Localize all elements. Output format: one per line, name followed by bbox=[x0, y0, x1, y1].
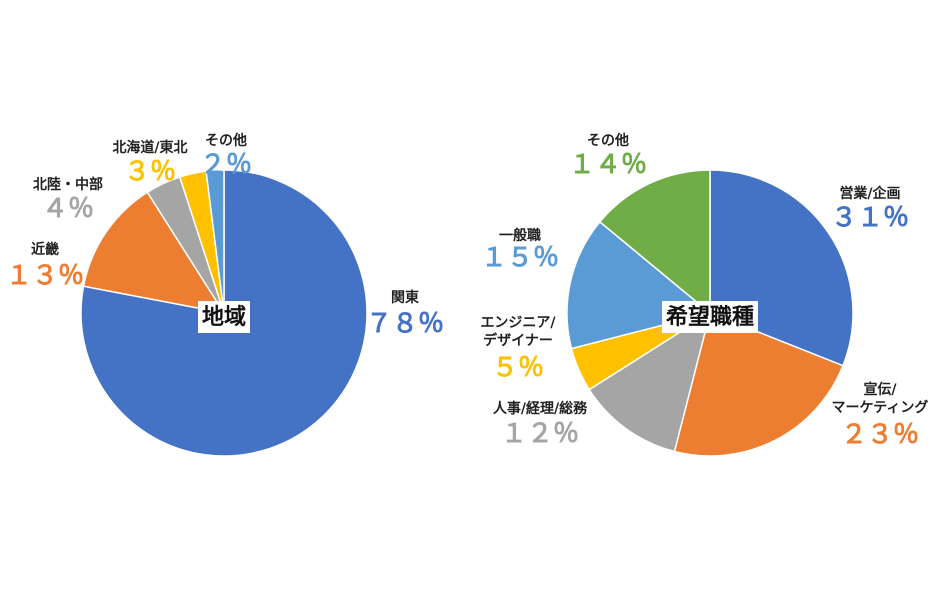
slice-label: 宣伝/マーケティング bbox=[832, 381, 929, 416]
pie-slice bbox=[80, 169, 368, 457]
slice-label: 北海道/東北 bbox=[112, 139, 187, 156]
chart-title: 希望職種 bbox=[666, 304, 754, 330]
slice-percent-label: ５％ bbox=[492, 353, 544, 383]
slice-percent-label: ３％ bbox=[124, 157, 176, 187]
pie-slice bbox=[82, 191, 226, 315]
pie-slice bbox=[205, 169, 225, 314]
slice-percent-label: ４％ bbox=[42, 194, 94, 224]
slice-label: 北陸・中部 bbox=[33, 176, 103, 193]
slice-percent-label: ２％ bbox=[200, 150, 252, 180]
slice-label: 営業/企画 bbox=[839, 185, 900, 202]
slice-label: 一般職 bbox=[499, 227, 541, 244]
slice-percent-label: １４％ bbox=[569, 150, 647, 180]
slice-percent-label: １３％ bbox=[6, 261, 84, 291]
chart-title-box bbox=[198, 301, 250, 333]
slice-label: 関東 bbox=[391, 289, 419, 306]
slice-label: 近畿 bbox=[31, 241, 59, 258]
slice-label: 人事/経理/総務 bbox=[493, 400, 588, 417]
pie-slice bbox=[598, 169, 711, 315]
slice-label: その他 bbox=[205, 132, 247, 149]
slice-label: その他 bbox=[587, 132, 629, 149]
chart-title-box bbox=[662, 301, 758, 333]
slice-percent-label: ２３％ bbox=[841, 420, 919, 450]
slice-label: エンジニア/デザイナー bbox=[480, 315, 556, 349]
chart-title: 地域 bbox=[202, 304, 246, 330]
slice-percent-label: ７８％ bbox=[366, 309, 444, 339]
pie-slice bbox=[588, 311, 712, 453]
slice-percent-label: １５％ bbox=[481, 243, 559, 273]
slice-percent-label: １２％ bbox=[501, 419, 579, 449]
slice-percent-label: ３１％ bbox=[831, 203, 909, 233]
pie-slice bbox=[673, 311, 844, 457]
